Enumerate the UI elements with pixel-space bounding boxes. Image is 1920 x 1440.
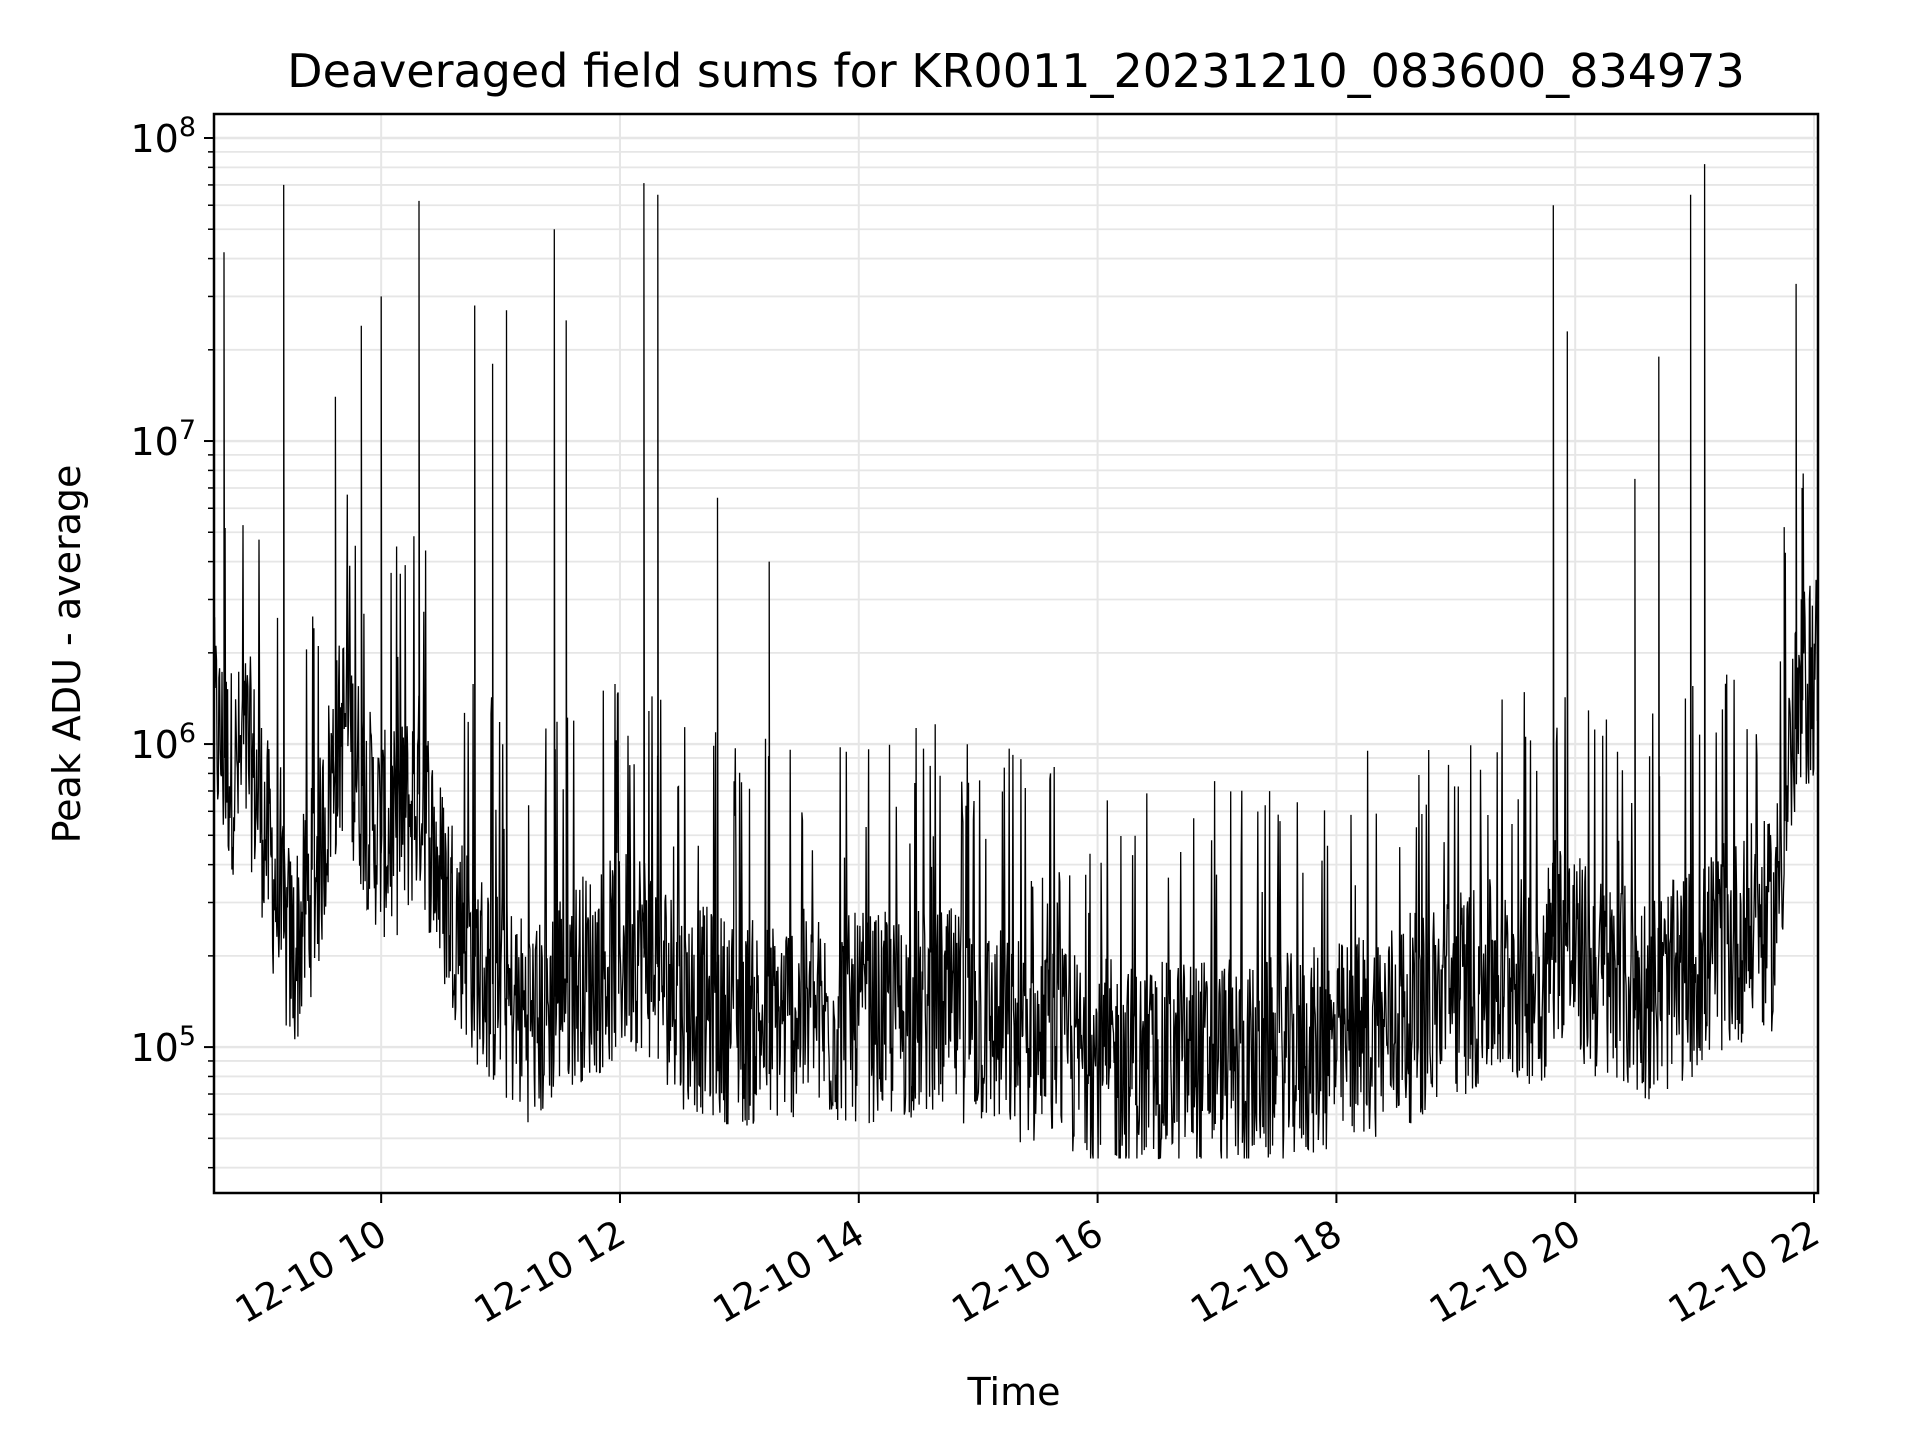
- y-tick-label: 108: [130, 112, 196, 161]
- plot-area: [213, 164, 1819, 1160]
- y-axis: 105 106 107 108: [130, 112, 214, 1169]
- x-tick-label: 12-10 10: [228, 1212, 394, 1332]
- y-tick-label: 107: [130, 415, 196, 464]
- x-tick-label: 12-10 18: [1183, 1212, 1349, 1332]
- x-tick-label: 12-10 22: [1661, 1212, 1827, 1332]
- x-axis-label: Time: [967, 1370, 1061, 1414]
- x-axis: 12-10 10 12-10 12 12-10 14 12-10 16 12-10 18…: [228, 1193, 1827, 1332]
- chart-title: Deaveraged field sums for KR0011_2023121…: [287, 44, 1745, 98]
- x-tick-label: 12-10 20: [1422, 1212, 1588, 1332]
- series-line: [213, 164, 1819, 1160]
- x-tick-label: 12-10 14: [706, 1212, 872, 1332]
- x-tick-label: 12-10 12: [467, 1212, 633, 1332]
- y-axis-label: Peak ADU - average: [45, 465, 89, 844]
- y-tick-label: 105: [130, 1021, 196, 1070]
- x-tick-label: 12-10 16: [945, 1212, 1111, 1332]
- y-tick-label: 106: [130, 718, 196, 767]
